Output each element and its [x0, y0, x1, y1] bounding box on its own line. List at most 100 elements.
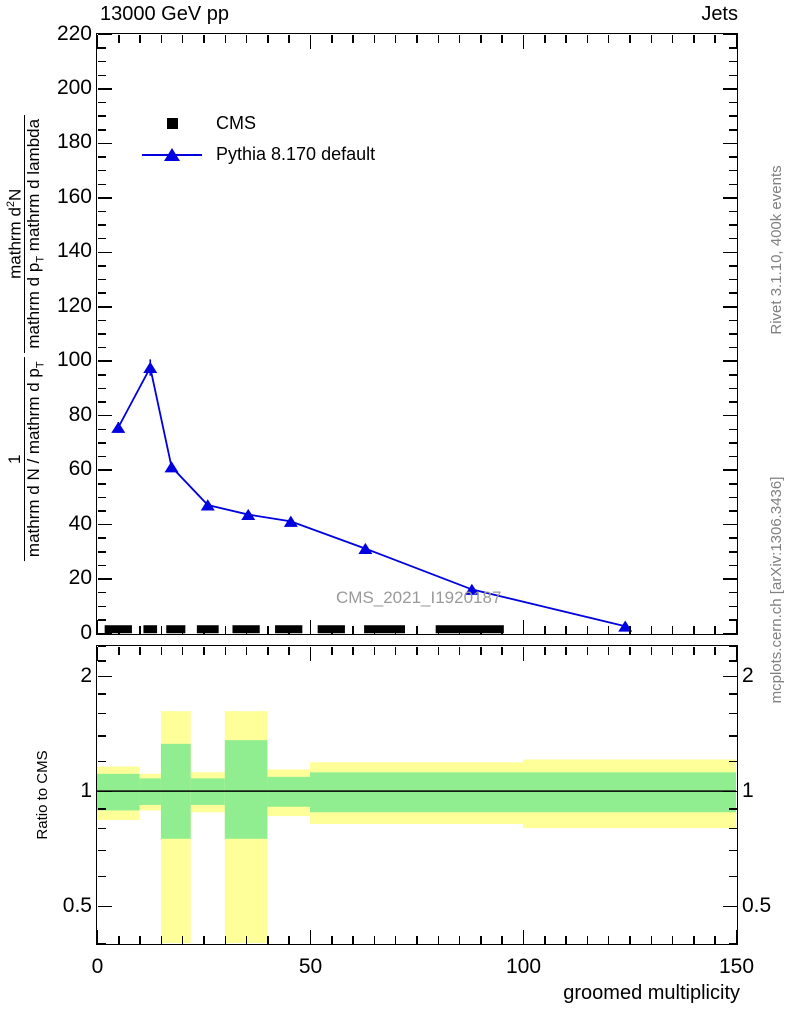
axis-tick [722, 33, 737, 36]
axis-tick [735, 929, 738, 944]
axis-tick [97, 183, 106, 185]
legend-item-cms[interactable]: CMS [136, 108, 375, 139]
axis-tick [728, 693, 737, 695]
axis-tick [352, 34, 354, 43]
axis-tick [97, 428, 106, 431]
legend-label-pythia: Pythia 8.170 default [216, 144, 376, 164]
axis-tick [331, 625, 333, 634]
axis-tick [544, 646, 546, 655]
axis-tick [728, 442, 737, 444]
axis-tick [118, 625, 120, 634]
axis-tick [480, 935, 482, 944]
axis-tick [97, 619, 106, 621]
axis-tick [728, 319, 737, 322]
axis-tick [97, 469, 112, 471]
axis-tick [139, 646, 141, 655]
axis-tick [722, 306, 737, 308]
x-tick-label: 50 [298, 955, 323, 978]
axis-tick [458, 34, 461, 43]
axis-tick [722, 469, 737, 471]
axis-tick [728, 428, 737, 431]
axis-tick [97, 47, 106, 49]
axis-tick [586, 625, 589, 634]
axis-tick [735, 619, 738, 634]
axis-tick [522, 619, 525, 634]
axis-tick [139, 935, 141, 944]
legend-marker-square-icon [136, 114, 208, 134]
axis-tick [224, 625, 227, 634]
axis-tick [97, 142, 112, 145]
axis-tick [97, 387, 106, 390]
axis-tick [437, 625, 440, 634]
main-y-tick-label: 140 [56, 239, 92, 263]
cms-data-point-marker [364, 625, 405, 634]
axis-tick [97, 33, 112, 36]
axis-tick [181, 34, 184, 43]
axis-tick [97, 455, 106, 458]
axis-tick [501, 935, 503, 944]
axis-tick [728, 849, 737, 852]
axis-tick [629, 34, 631, 43]
axis-tick [139, 34, 141, 43]
axis-tick [203, 625, 205, 634]
axis-tick [97, 278, 106, 281]
axis-tick [97, 693, 106, 695]
axis-tick [728, 591, 737, 594]
axis-tick [97, 414, 112, 417]
axis-tick [728, 333, 737, 335]
axis-tick [458, 646, 461, 655]
axis-tick [722, 142, 737, 145]
mc-data-point-marker [143, 361, 158, 373]
axis-tick [181, 625, 184, 634]
axis-tick [97, 292, 106, 294]
axis-tick [650, 625, 653, 634]
axis-tick [373, 646, 376, 655]
axis-tick [245, 646, 248, 655]
legend-item-pythia[interactable]: Pythia 8.170 default [136, 139, 375, 170]
axis-tick [416, 625, 418, 634]
x-tick-label: 150 [718, 955, 755, 978]
axis-tick [501, 34, 503, 43]
ratio-y-tick-label: 0.5 [62, 893, 92, 917]
axis-tick [267, 646, 269, 655]
axis-tick [97, 442, 106, 444]
axis-tick [97, 875, 106, 878]
ratio-plot-panel [96, 645, 738, 945]
axis-tick [565, 34, 567, 43]
axis-tick [722, 251, 737, 254]
axis-tick [97, 374, 106, 376]
ratio-y-tick-label: 2 [80, 663, 92, 687]
axis-tick [728, 346, 737, 349]
legend: CMS Pythia 8.170 default [136, 108, 375, 170]
axis-tick [97, 129, 106, 131]
axis-tick [97, 735, 106, 737]
legend-marker-triangle-icon [136, 145, 208, 165]
x-tick-label: 100 [505, 955, 542, 978]
axis-tick [728, 47, 737, 49]
axis-tick [722, 197, 737, 199]
axis-tick [565, 625, 567, 634]
legend-label-cms: CMS [216, 113, 256, 133]
axis-tick [97, 88, 112, 90]
axis-tick [181, 646, 184, 655]
axis-tick [97, 523, 112, 526]
axis-tick [728, 510, 737, 512]
axis-tick [480, 646, 482, 655]
axis-tick [97, 645, 106, 648]
axis-tick [728, 387, 737, 390]
axis-tick [97, 333, 106, 335]
axis-tick [728, 712, 737, 715]
y-axis-denominator: mathrm d pT mathrm d lambda [23, 114, 47, 353]
axis-tick [722, 790, 737, 793]
axis-tick [586, 34, 589, 43]
axis-tick [97, 156, 106, 158]
mcplots-credit: mcplots.cern.ch [arXiv:1306.3436] [768, 476, 785, 704]
axis-tick [728, 115, 737, 117]
axis-tick [267, 935, 269, 944]
axis-tick [728, 808, 737, 810]
axis-tick [728, 455, 737, 458]
axis-tick [650, 935, 653, 944]
axis-tick [267, 625, 269, 634]
mc-data-point-marker [618, 620, 633, 632]
axis-tick [650, 646, 653, 655]
